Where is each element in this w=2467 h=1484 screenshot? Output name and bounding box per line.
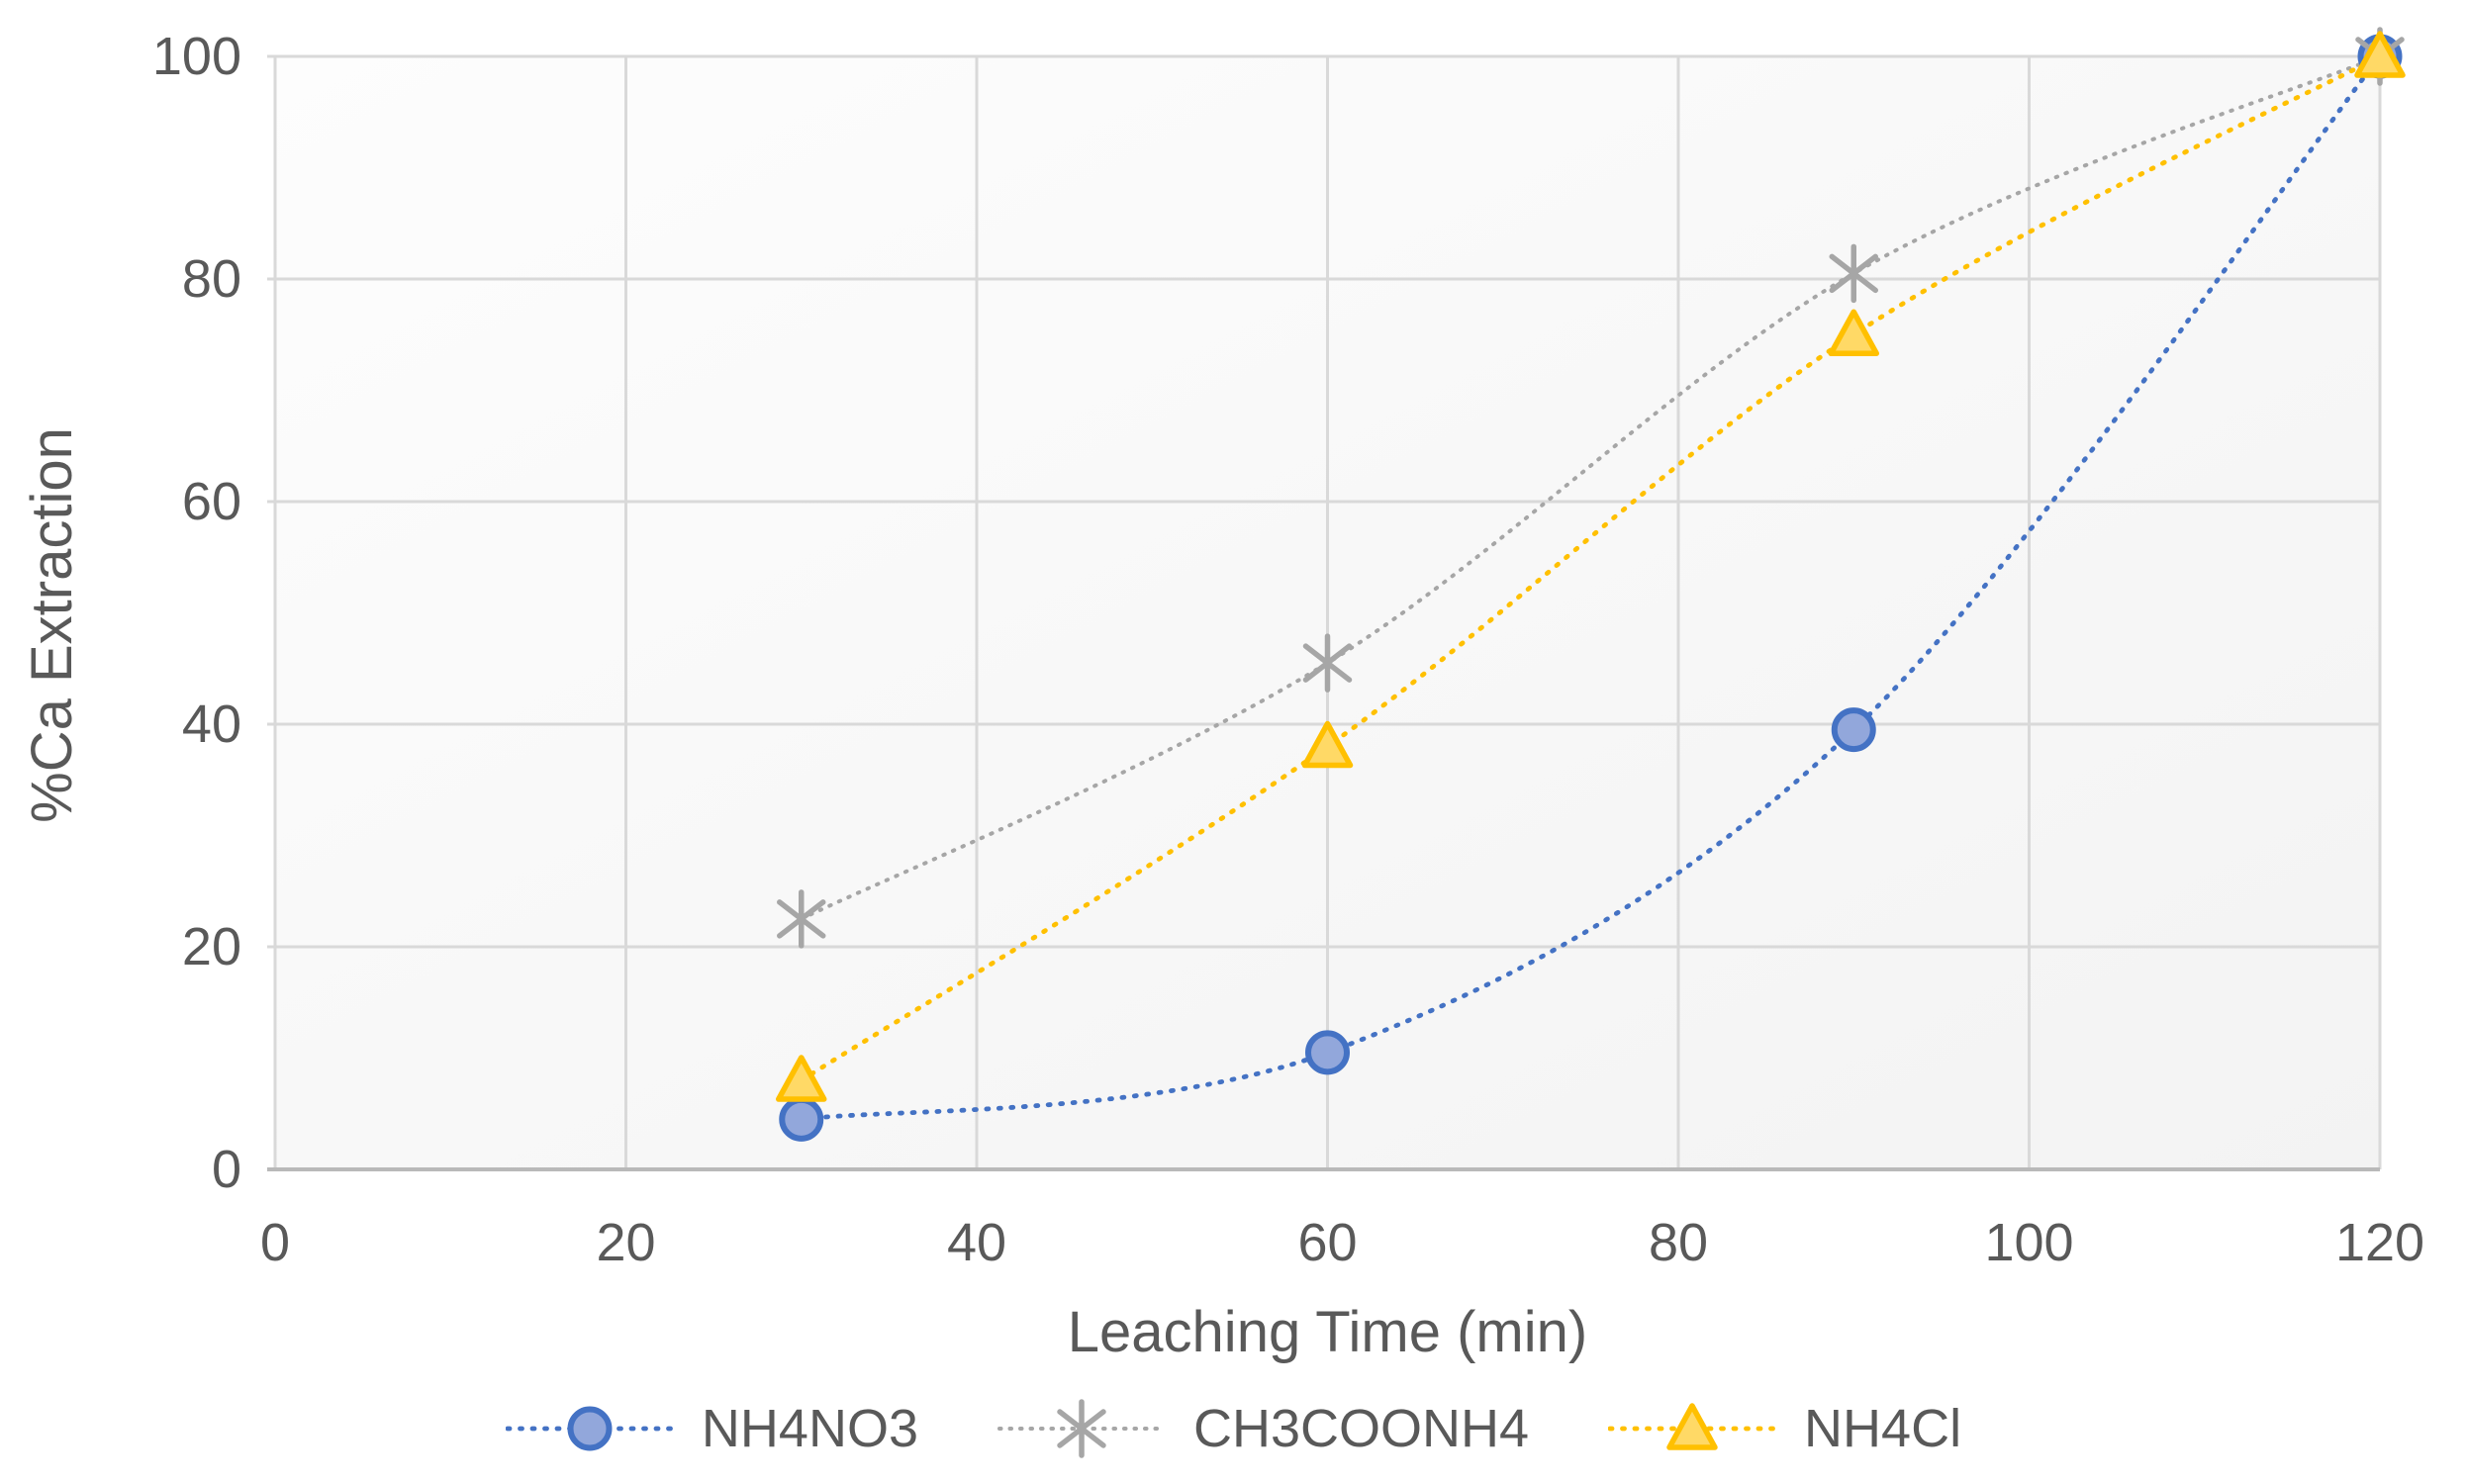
marker-triangle [1666,1403,1718,1450]
marker-triangle [2354,31,2406,78]
legend-label: NH4NO3 [701,1399,918,1458]
series-lines [799,53,2383,1122]
x-tick-label: 100 [1984,1213,2073,1272]
y-tick-label: 100 [152,27,241,86]
marker-asterisk [777,889,826,949]
marker-asterisk [1829,243,1878,304]
marker-circle [779,1096,824,1142]
y-tick-label: 40 [182,695,241,754]
legend-key-triangle [1608,1403,1777,1450]
marker-triangle [1301,720,1354,769]
marker-asterisk [1302,633,1353,693]
gridlines [267,54,2382,1171]
legend-key-asterisk [996,1399,1166,1458]
y-tick-label: 0 [212,1140,241,1199]
series-line-CH3COONH4 [799,54,2382,921]
legend-label: CH3COONH4 [1192,1399,1530,1458]
legend-item-CH3COONH4: CH3COONH4 [996,1397,1530,1460]
legend: NH4NO3 CH3COONH4 NH4Cl [0,1397,2467,1460]
marker-circle [567,1406,613,1451]
x-tick-label: 60 [1297,1213,1357,1272]
legend-item-NH4Cl: NH4Cl [1608,1397,1961,1460]
y-axis-title: %Ca Extraction [20,427,84,823]
x-tick-label: 40 [947,1213,1006,1272]
legend-item-NH4NO3: NH4NO3 [505,1397,918,1460]
series-line-NH4NO3 [799,53,2383,1122]
legend-label: NH4Cl [1804,1399,1962,1458]
x-tick-label: 0 [260,1213,290,1272]
series-markers [776,27,2406,1142]
x-tick-label: 80 [1649,1213,1708,1272]
y-tick-label: 60 [182,472,241,531]
series-line-NH4Cl [799,53,2383,1083]
marker-triangle [776,1055,827,1102]
x-tick-label: 20 [596,1213,655,1272]
axis-tick-labels: 0 20 40 60 80 100 0 20 40 60 80 100 120 [152,27,2424,1272]
x-tick-label: 120 [2335,1213,2424,1272]
marker-circle [1831,707,1876,753]
marker-triangle [1828,309,1879,356]
x-axis-title: Leaching Time (min) [1068,1300,1587,1364]
marker-asterisk [1057,1399,1106,1458]
marker-circle [1305,1030,1350,1075]
y-tick-label: 20 [182,917,241,976]
y-tick-label: 80 [182,249,241,309]
legend-key-circle [505,1406,674,1451]
